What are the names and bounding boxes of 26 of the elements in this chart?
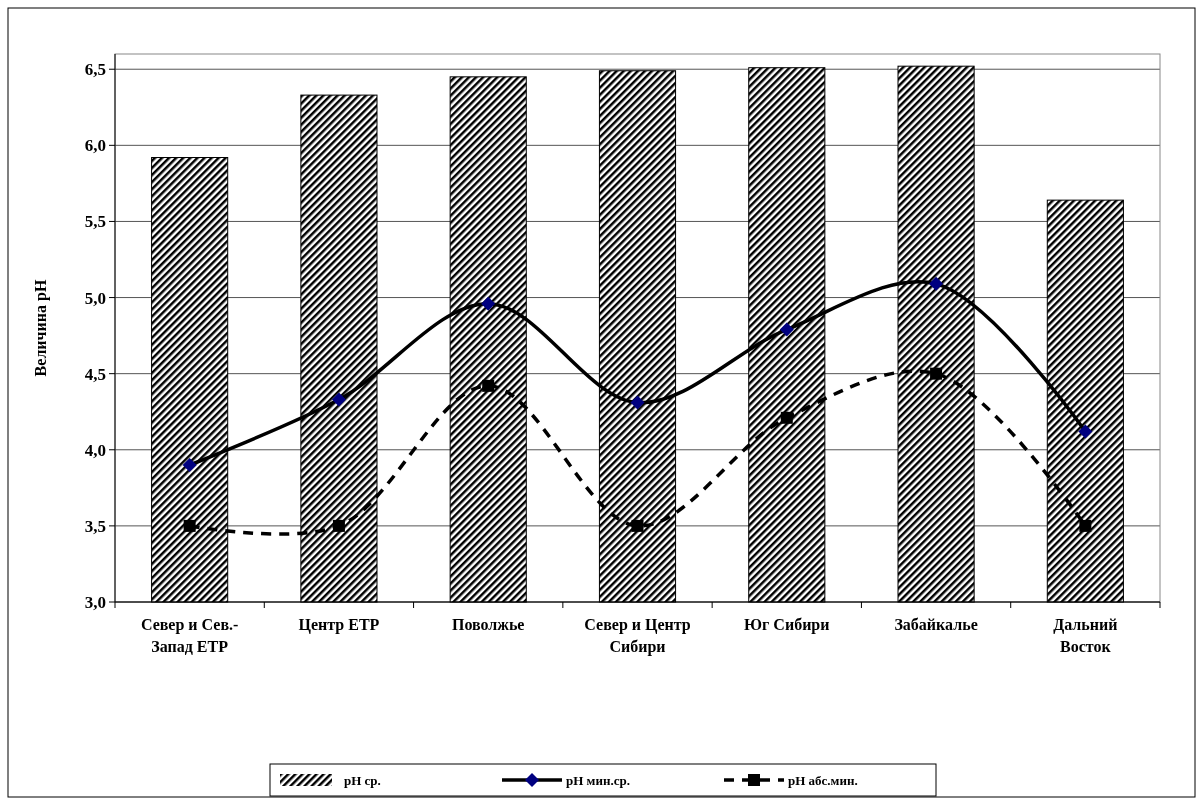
y-tick-label: 5,5 [84, 212, 106, 232]
x-tick-label: Забайкалье [894, 616, 978, 633]
y-tick-label: 6,5 [84, 60, 106, 80]
x-tick-label: Центр ЕТР [298, 616, 380, 634]
y-tick-label: 3,5 [84, 516, 106, 536]
y-tick-label: 6,0 [84, 136, 106, 156]
point [780, 411, 793, 424]
x-tick-label: Поволжье [451, 616, 525, 633]
y-tick-label: 3,0 [84, 592, 106, 612]
point [631, 519, 644, 532]
y-tick-label: 5,0 [84, 288, 106, 308]
point [1079, 519, 1092, 532]
x-tick-label: Дальний Восток [1053, 616, 1118, 655]
legend-label: рН мин.ср. [566, 772, 630, 788]
point [482, 379, 495, 392]
x-tick-label: Юг Сибири [744, 616, 830, 634]
legend-label: рН ср. [344, 772, 381, 788]
y-axis-title: Величина рН [32, 279, 50, 377]
y-tick-label: 4,0 [84, 440, 106, 460]
point [332, 519, 345, 532]
x-tick-label: Север и Сев.-Запад ЕТР [140, 616, 239, 655]
x-tick-label: Север и Центр Сибири [584, 616, 691, 656]
point [183, 519, 196, 532]
y-tick-label: 4,5 [84, 364, 106, 384]
point [930, 367, 943, 380]
legend-label: рН абс.мин. [788, 772, 858, 788]
